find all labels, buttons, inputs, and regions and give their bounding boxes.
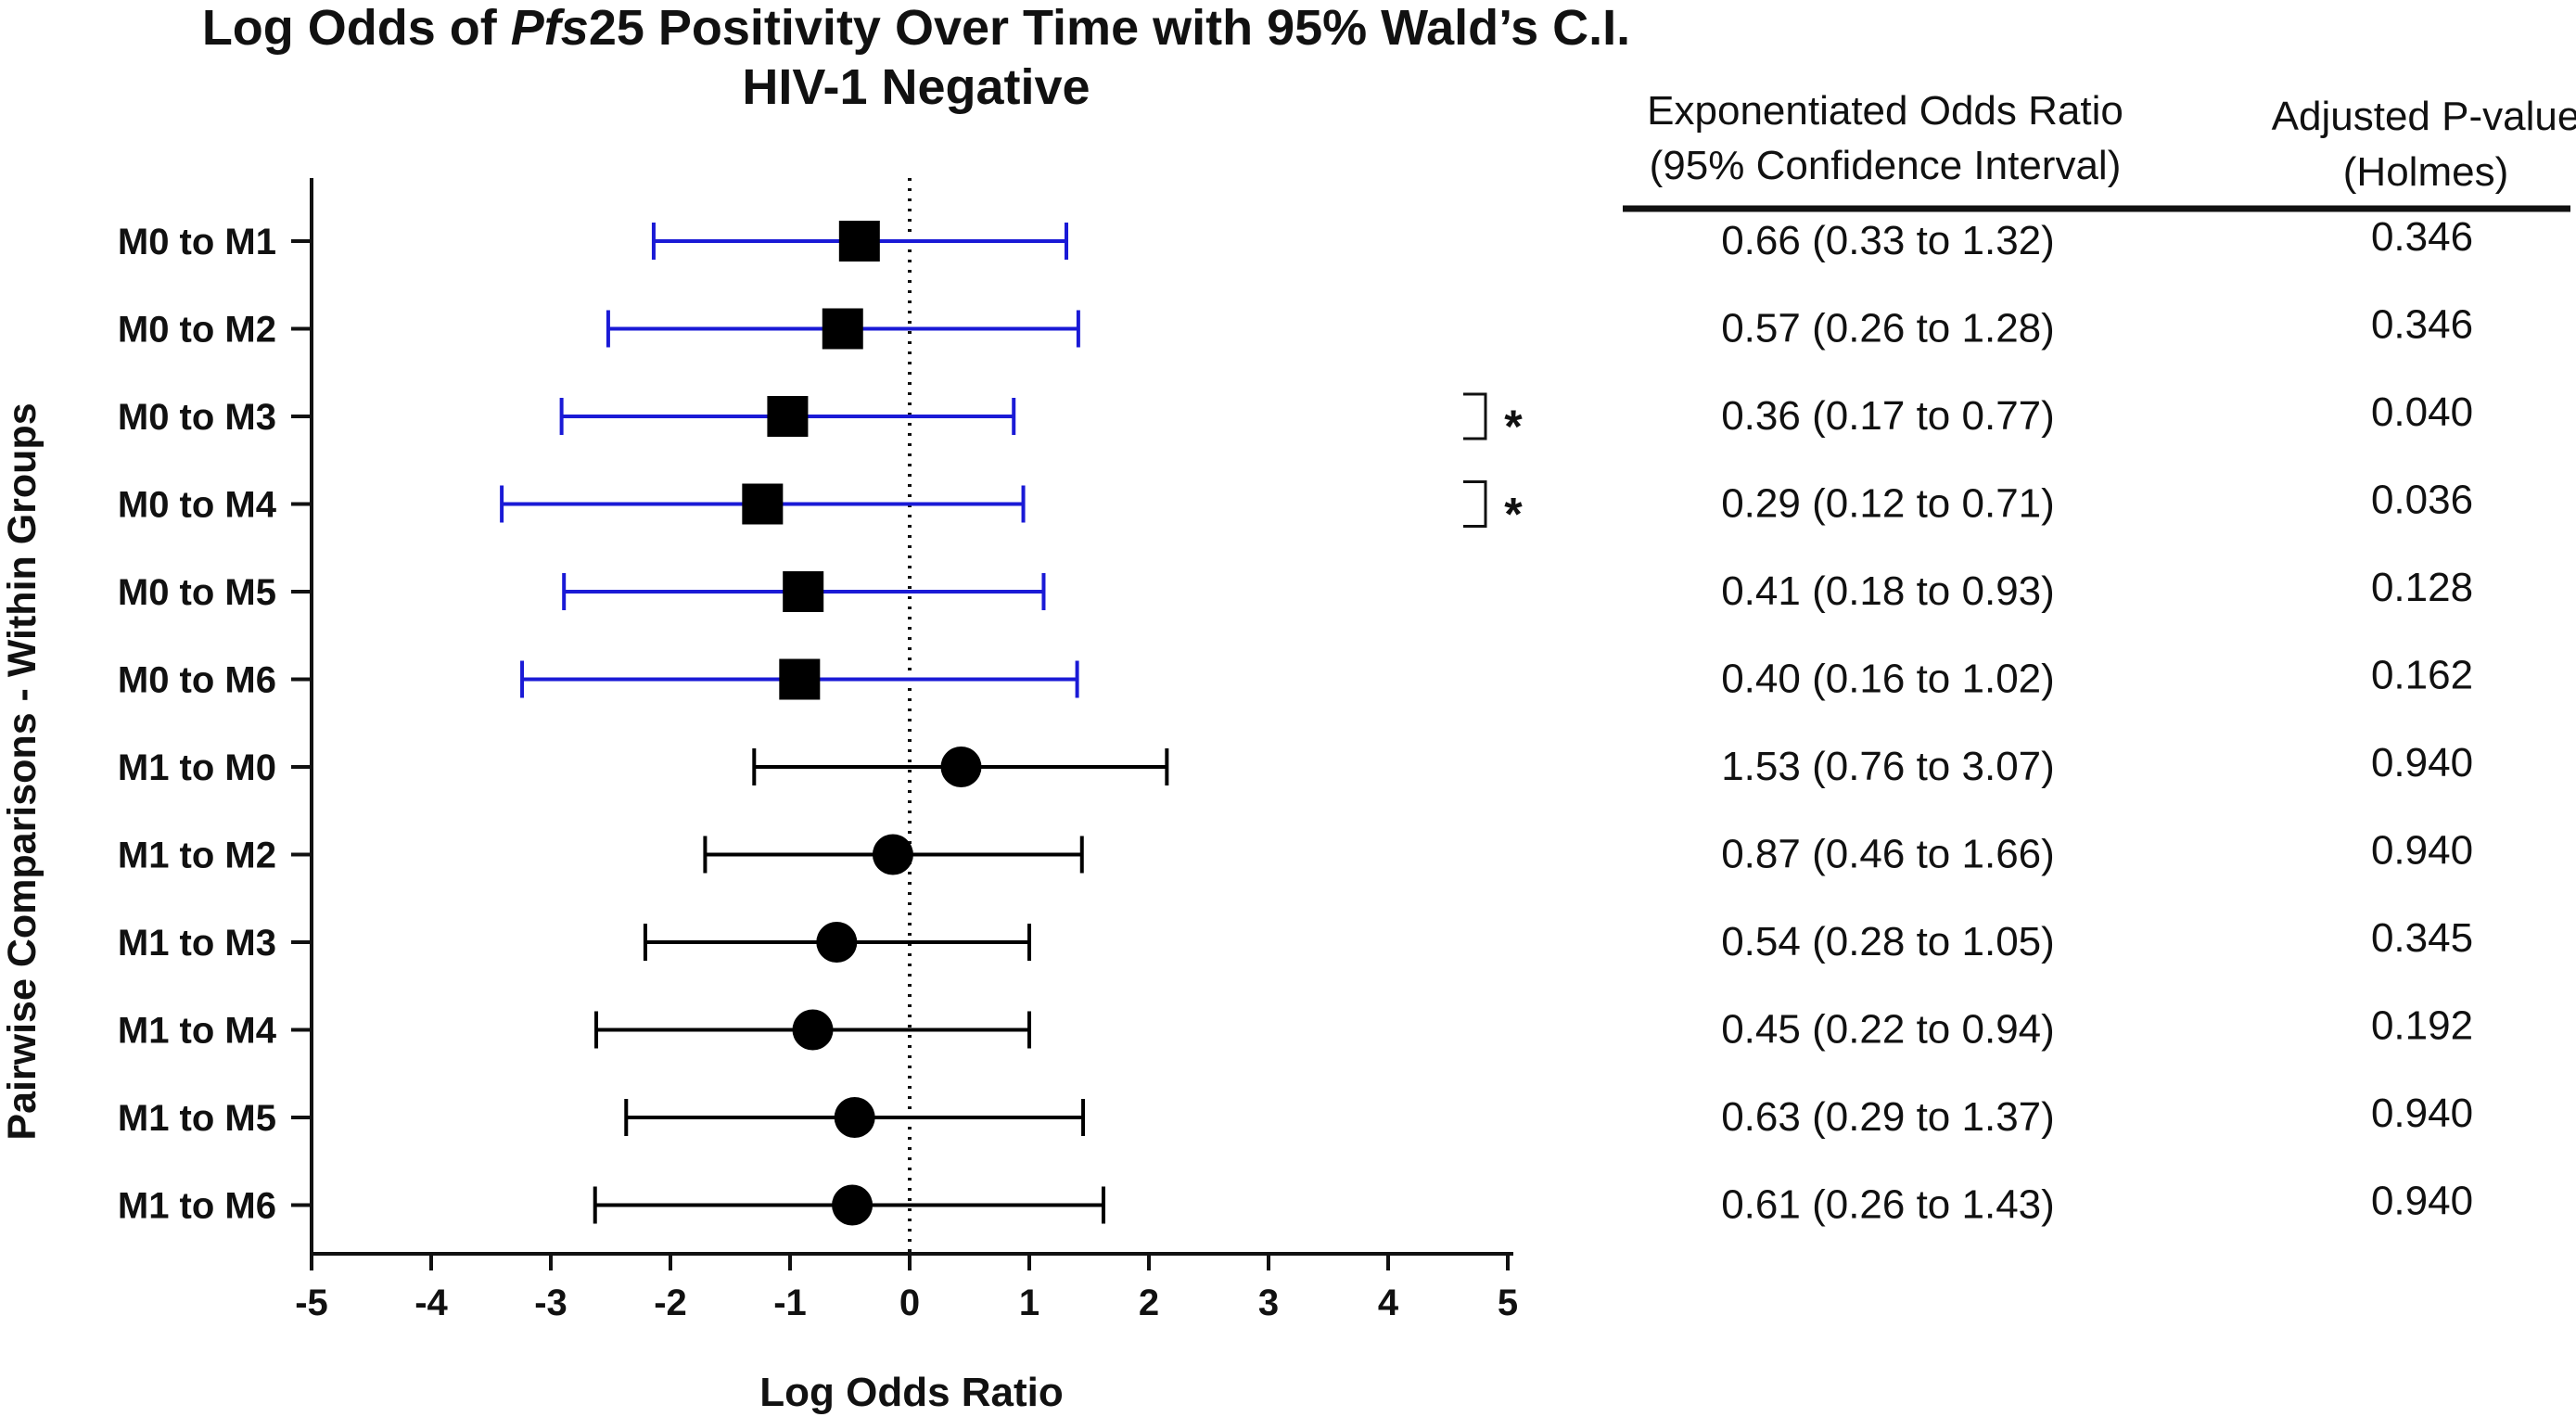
estimate-circle [834,1097,875,1138]
table-cell-p-value: 0.346 [2371,302,2473,348]
significance-bracket [1463,392,1487,440]
table-header-p: Adjusted P-value [2272,94,2576,139]
table-cell-odds-ratio: 0.40 (0.16 to 1.02) [1721,657,2055,702]
x-tick-label: 1 [1019,1283,1039,1323]
x-tick-label: -1 [773,1283,807,1323]
y-axis-title: Pairwise Comparisons - Within Groups [0,402,45,1140]
table-cell-odds-ratio: 0.66 (0.33 to 1.32) [1721,218,2055,263]
estimate-square [779,658,821,700]
estimate-circle [816,922,858,963]
row-label: M0 to M3 [118,397,276,438]
table-cell-p-value: 0.940 [2371,1179,2473,1224]
significance-star: * [1504,489,1523,541]
chart-title-gene: Pfs [511,0,589,56]
x-tick-label: -4 [414,1283,448,1323]
chart-title-suffix: 25 Positivity Over Time with 95% Wald’s … [589,0,1630,56]
table-cell-odds-ratio: 1.53 (0.76 to 3.07) [1721,744,2055,789]
row-label: M0 to M6 [118,660,276,701]
chart-subtitle: HIV-1 Negative [742,59,1090,115]
estimate-square [822,308,863,350]
data-marks [500,221,1169,1226]
x-tick-label: 5 [1498,1283,1518,1323]
table-cell-p-value: 0.040 [2371,389,2473,435]
chart-title: Log Odds of Pfs25 Positivity Over Time w… [202,0,1630,56]
estimate-square [783,571,824,612]
table-cell-odds-ratio: 0.63 (0.29 to 1.37) [1721,1094,2055,1140]
estimate-square [838,221,880,262]
table-cell-odds-ratio: 0.41 (0.18 to 0.93) [1721,568,2055,614]
estimate-square [767,396,809,437]
table-cell-p-value: 0.192 [2371,1003,2473,1049]
table-cell-odds-ratio: 0.36 (0.17 to 0.77) [1721,393,2055,439]
row-label: M1 to M0 [118,747,276,788]
row-label: M1 to M3 [118,923,276,964]
table-body: 0.66 (0.33 to 1.32) 0.346 0.57 (0.26 to 1.… [1721,214,2473,1228]
row-label: M0 to M5 [118,572,276,613]
row-label: M1 to M2 [118,836,276,876]
estimate-circle [940,747,982,787]
significance-star: * [1504,401,1523,453]
x-tick-label: 2 [1139,1283,1159,1323]
table-cell-p-value: 0.128 [2371,565,2473,610]
row-labels: M0 to M1 M0 to M2 M0 to M3 M0 to M4 M0 to M5… [118,222,312,1227]
x-ticks: -5 -4 -3 -2 -1 0 1 2 3 4 5 [295,1254,1518,1323]
x-tick-label: 0 [899,1283,920,1323]
estimate-circle [792,1009,834,1051]
table-cell-p-value: 0.940 [2371,828,2473,874]
table-cell-odds-ratio: 0.57 (0.26 to 1.28) [1721,306,2055,351]
estimate-circle [872,834,913,875]
table-header-or-ci: (95% Confidence Interval) [1650,143,2122,188]
x-tick-label: 4 [1378,1283,1399,1323]
table-cell-odds-ratio: 0.29 (0.12 to 0.71) [1721,481,2055,527]
table-cell-odds-ratio: 0.54 (0.28 to 1.05) [1721,919,2055,964]
table-cell-p-value: 0.940 [2371,740,2473,785]
table-cell-odds-ratio: 0.87 (0.46 to 1.66) [1721,832,2055,877]
table-cell-p-value: 0.345 [2371,915,2473,961]
row-label: M0 to M2 [118,310,276,351]
row-label: M0 to M4 [118,485,277,526]
estimate-square [742,483,784,525]
table-cell-odds-ratio: 0.61 (0.26 to 1.43) [1721,1182,2055,1228]
row-label: M0 to M1 [118,222,276,262]
row-label: M1 to M5 [118,1098,276,1139]
table-cell-p-value: 0.162 [2371,653,2473,698]
table-header-or: Exponentiated Odds Ratio [1647,88,2123,134]
table-cell-odds-ratio: 0.45 (0.22 to 0.94) [1721,1007,2055,1053]
x-tick-label: 3 [1258,1283,1279,1323]
chart-title-prefix: Log Odds of [202,0,511,56]
estimate-circle [832,1184,874,1226]
x-tick-label: -3 [534,1283,567,1323]
x-tick-label: -2 [654,1283,687,1323]
x-axis-title: Log Odds Ratio [759,1370,1064,1415]
table-cell-p-value: 0.346 [2371,214,2473,260]
table-cell-p-value: 0.036 [2371,478,2473,523]
row-label: M1 to M4 [118,1011,277,1052]
row-label: M1 to M6 [118,1186,276,1227]
x-tick-label: -5 [295,1283,328,1323]
significance-bracket [1463,480,1487,528]
significance-markers: ** [1463,392,1523,541]
table-cell-p-value: 0.940 [2371,1091,2473,1136]
table-header-p-method: (Holmes) [2343,149,2508,195]
